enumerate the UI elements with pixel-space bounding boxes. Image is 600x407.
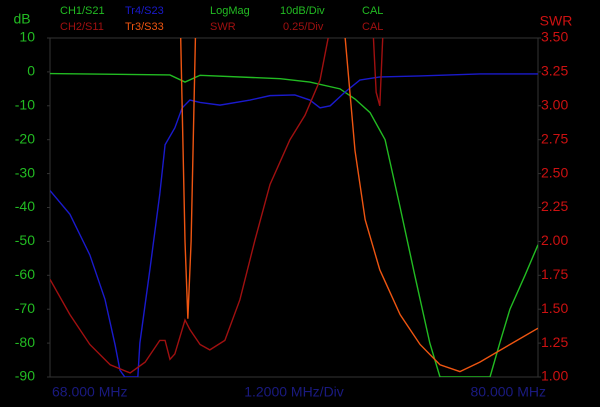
header-scale: 10dB/Div [280,5,325,17]
y2-tick-label: 2.75 [541,130,568,146]
y-tick-label: -40 [15,198,35,214]
x-div-label: 1.2000 MHz/Div [244,384,344,400]
trace [50,72,538,377]
y-tick-label: -30 [15,164,35,180]
legend-entry: CH2/S11 [60,21,104,33]
y-tick-label: 0 [27,63,35,79]
y2-tick-label: 2.00 [541,232,568,248]
x-start-label: 68.000 MHz [52,384,127,400]
header-scale: 0.25/Div [283,21,324,33]
y2-tick-label: 1.75 [541,266,568,282]
y-tick-label: -60 [15,266,35,282]
header-format: SWR [210,21,236,33]
y-axis-label: dB [13,11,30,27]
y-tick-label: -10 [15,97,35,113]
header-state: CAL [362,5,383,17]
y-tick-label: -70 [15,300,35,316]
legend-entry: Tr4/S23 [125,5,164,17]
y2-axis-label: SWR [540,13,573,29]
y2-tick-label: 3.50 [541,29,568,45]
y-tick-label: -80 [15,334,35,350]
trace [180,38,538,373]
y2-tick-label: 1.25 [541,334,568,350]
y-tick-label: -20 [15,130,35,146]
y-tick-label: -50 [15,232,35,248]
x-end-label: 80.000 MHz [471,384,546,400]
y2-tick-label: 3.00 [541,97,568,113]
plot-area [50,38,538,377]
y2-tick-label: 1.00 [541,368,568,384]
header-state: CAL [362,21,383,33]
legend-entry: Tr3/S33 [125,21,164,33]
y2-tick-label: 2.50 [541,164,568,180]
y-tick-label: 10 [19,29,35,45]
y-tick-label: -90 [15,368,35,384]
trace [50,38,384,374]
y2-tick-label: 2.25 [541,198,568,214]
legend-entry: CH1/S21 [60,5,105,17]
y2-tick-label: 3.25 [541,63,568,79]
y2-tick-label: 1.50 [541,300,568,316]
header-format: LogMag [210,5,250,17]
